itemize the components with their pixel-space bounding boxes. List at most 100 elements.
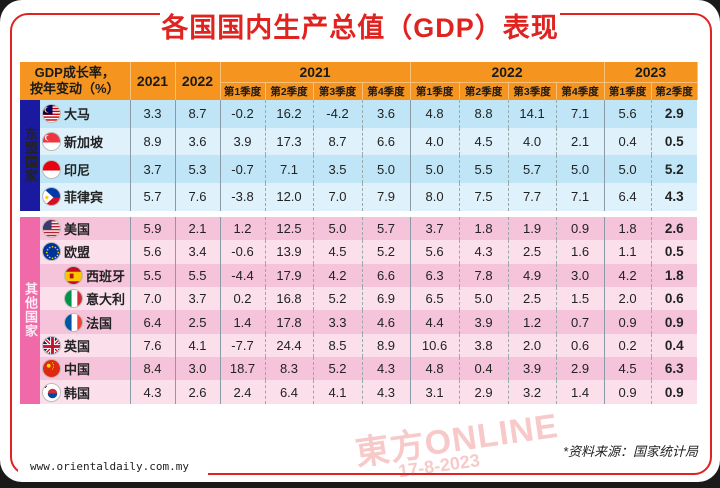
corner-label-line1: GDP成长率，: [20, 65, 130, 81]
value-cell: 8.8: [459, 100, 508, 128]
value-cell: 3.9: [220, 128, 265, 156]
usa-flag-icon: [42, 219, 61, 238]
italy-flag-icon: [64, 289, 83, 308]
value-cell: 0.9: [651, 380, 697, 403]
country-cell: 意大利: [40, 287, 130, 310]
value-cell: 3.6: [362, 100, 410, 128]
country-cell: 欧盟: [40, 240, 130, 263]
country-cell: 法国: [40, 310, 130, 333]
value-cell: 8.7: [313, 128, 362, 156]
value-cell: 3.1: [410, 380, 459, 403]
page-title: 各国国内生产总值（GDP）表现: [0, 6, 720, 45]
value-cell: -0.2: [220, 100, 265, 128]
value-cell: 6.4: [265, 380, 313, 403]
header-annual-2021: 2021: [130, 62, 175, 100]
value-cell: 12.0: [265, 183, 313, 211]
korea-flag-icon: [42, 383, 61, 402]
value-cell: 2.0: [508, 334, 556, 357]
header-group-2021: 2021: [220, 62, 410, 82]
country-name: 大马: [64, 107, 90, 122]
philippines-flag-icon: [42, 187, 61, 206]
value-cell: 1.8: [459, 217, 508, 240]
eu-flag-icon: [42, 242, 61, 261]
uk-flag-icon: [42, 336, 61, 355]
value-cell: 0.4: [604, 128, 651, 156]
value-cell: -4.4: [220, 264, 265, 287]
value-cell: 1.2: [508, 310, 556, 333]
spain-flag-icon: [64, 266, 83, 285]
country-name: 新加坡: [64, 135, 103, 150]
group-label-other: 其他国家: [20, 217, 40, 404]
country-name: 中国: [64, 362, 90, 377]
value-cell: 17.8: [265, 310, 313, 333]
value-cell: 4.5: [313, 240, 362, 263]
france-flag-icon: [64, 313, 83, 332]
header-quarter: 第4季度: [556, 82, 604, 100]
value-cell: 5.0: [604, 155, 651, 183]
value-cell: 8.7: [175, 100, 220, 128]
source-note: *资料来源：国家统计局: [563, 441, 698, 460]
value-cell: 4.5: [459, 128, 508, 156]
value-cell: 3.0: [175, 357, 220, 380]
value-cell: -4.2: [313, 100, 362, 128]
value-cell: 3.2: [508, 380, 556, 403]
value-cell: 4.2: [313, 264, 362, 287]
value-cell: 5.0: [313, 217, 362, 240]
value-cell: 6.6: [362, 128, 410, 156]
value-cell: 7.5: [459, 183, 508, 211]
header-quarter: 第4季度: [362, 82, 410, 100]
value-cell: 5.5: [130, 264, 175, 287]
value-cell: 5.6: [604, 100, 651, 128]
value-cell: 5.0: [459, 287, 508, 310]
value-cell: 5.2: [362, 240, 410, 263]
value-cell: 6.5: [410, 287, 459, 310]
country-cell: 菲律宾: [40, 183, 130, 211]
value-cell: 8.0: [410, 183, 459, 211]
value-cell: 5.6: [130, 240, 175, 263]
value-cell: 7.6: [130, 334, 175, 357]
header-quarter: 第2季度: [651, 82, 697, 100]
country-cell: 中国: [40, 357, 130, 380]
country-name: 菲律宾: [64, 190, 103, 205]
country-cell: 印尼: [40, 155, 130, 183]
value-cell: 5.2: [651, 155, 697, 183]
value-cell: 3.3: [313, 310, 362, 333]
value-cell: 5.5: [459, 155, 508, 183]
value-cell: 4.4: [410, 310, 459, 333]
header-quarter: 第1季度: [220, 82, 265, 100]
value-cell: 0.2: [604, 334, 651, 357]
value-cell: 5.7: [508, 155, 556, 183]
value-cell: 7.9: [362, 183, 410, 211]
value-cell: 3.6: [175, 128, 220, 156]
value-cell: 2.1: [556, 128, 604, 156]
value-cell: 8.4: [130, 357, 175, 380]
value-cell: 4.9: [508, 264, 556, 287]
country-cell: 大马: [40, 100, 130, 128]
header-group-2023: 2023: [604, 62, 697, 82]
value-cell: 2.5: [508, 240, 556, 263]
value-cell: 2.0: [604, 287, 651, 310]
value-cell: 4.6: [362, 310, 410, 333]
corner-label-line2: 按年变动（%）: [20, 81, 130, 97]
value-cell: 7.1: [556, 100, 604, 128]
value-cell: 6.4: [130, 310, 175, 333]
value-cell: 3.9: [459, 310, 508, 333]
value-cell: 2.9: [651, 100, 697, 128]
country-name: 美国: [64, 222, 90, 237]
value-cell: 3.7: [130, 155, 175, 183]
value-cell: 5.0: [410, 155, 459, 183]
value-cell: 1.9: [508, 217, 556, 240]
value-cell: 4.3: [362, 357, 410, 380]
country-cell: 美国: [40, 217, 130, 240]
value-cell: 24.4: [265, 334, 313, 357]
singapore-flag-icon: [42, 132, 61, 151]
website-url: www.orientaldaily.com.my: [30, 460, 189, 473]
value-cell: 5.9: [130, 217, 175, 240]
